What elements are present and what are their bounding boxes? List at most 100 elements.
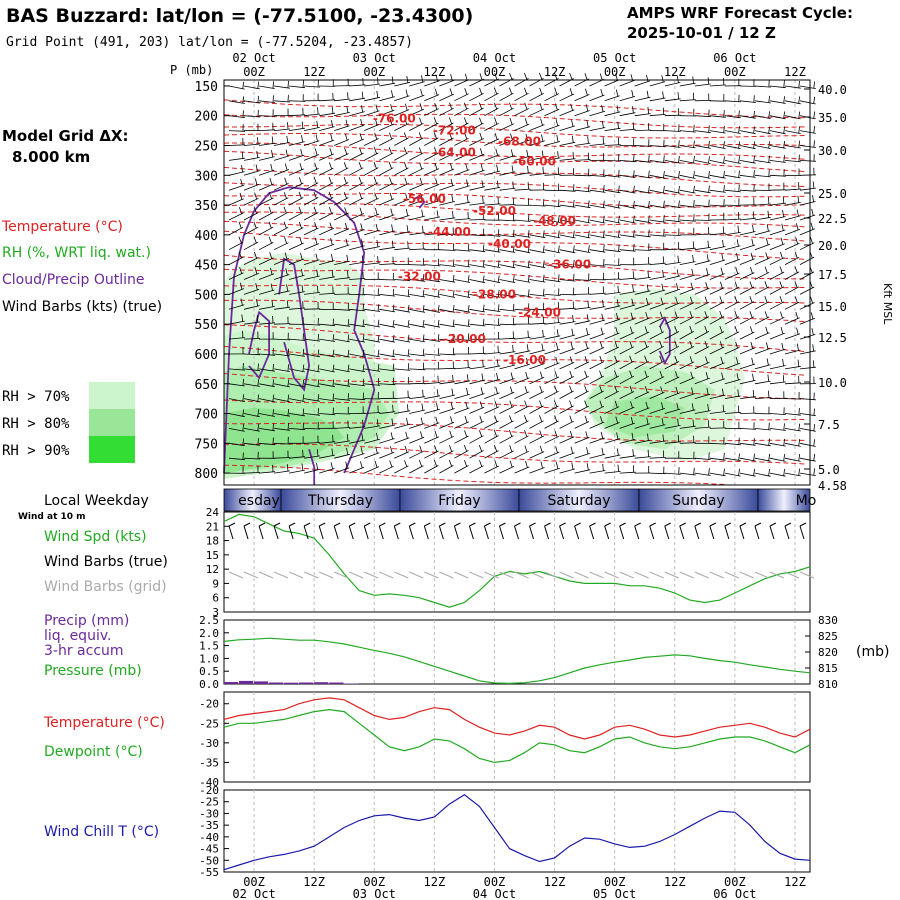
wind-barb-shaft	[484, 92, 499, 102]
wind-barb-shaft	[469, 169, 485, 176]
wind-barb-shaft	[484, 365, 501, 370]
wind-barb-shaft	[724, 145, 741, 150]
wind-barb-shaft	[334, 197, 349, 206]
wind-barb-shaft	[274, 383, 290, 388]
wind-barb-flag	[497, 345, 499, 353]
surface-wind-barb-grid	[303, 571, 319, 579]
wind-barb-shaft	[679, 302, 695, 310]
wind-barb-flag	[569, 356, 573, 364]
wind-barb-shaft	[304, 292, 321, 295]
wind-barb-shaft	[319, 126, 335, 131]
wind-barb-shaft	[439, 308, 456, 313]
wind-barb-shaft	[379, 263, 396, 265]
wind-barb-shaft	[679, 316, 695, 325]
surface-wind-barb-grid	[288, 571, 304, 579]
wind-barb-flag	[569, 430, 573, 438]
wind-barb-flag	[813, 111, 816, 119]
wind-barb-shaft	[619, 406, 635, 414]
wind-barb-shaft	[589, 375, 604, 385]
wind-barb-shaft	[379, 96, 395, 102]
precip-bar	[269, 682, 284, 684]
wind-barb-flag	[586, 463, 589, 471]
wind-barb-flag	[618, 215, 620, 223]
wind-barb-shaft	[484, 308, 501, 312]
wind-barb-shaft	[784, 365, 801, 370]
wind-barb-shaft	[469, 219, 486, 221]
wind-barb-shaft	[319, 243, 335, 251]
wind-barb-flag	[392, 349, 395, 357]
surface-wind-barb-flag	[273, 522, 281, 527]
wind-barb-shaft	[739, 472, 756, 477]
wind-barb-shaft	[469, 379, 486, 385]
wind-barb-flag	[765, 326, 769, 334]
wind-barb-shaft	[288, 154, 305, 161]
wind-barb-shaft	[694, 160, 711, 164]
wind-barb-shaft	[304, 398, 320, 402]
wind-barb-flag	[768, 126, 770, 134]
wind-barb-flag	[782, 210, 784, 218]
wind-barb-flag	[434, 162, 438, 170]
wind-barb-shaft	[303, 243, 320, 251]
wind-barb-flag	[253, 236, 257, 244]
wind-barb-flag	[753, 110, 755, 119]
wind-barb-shaft	[694, 377, 710, 385]
wind-barb-flag	[719, 296, 723, 303]
wind-barb-shaft	[304, 85, 321, 88]
wind-barb-flag	[257, 363, 259, 371]
wind-barb-shaft	[544, 124, 560, 131]
wind-barb-flag	[286, 284, 289, 292]
wind-barb-flag	[569, 370, 573, 378]
wind-barb-shaft	[649, 219, 666, 223]
wind-barb-shaft	[303, 212, 319, 221]
precip-bar	[299, 682, 314, 684]
wind-barb-flag	[391, 224, 394, 232]
wind-barb-shaft	[649, 262, 666, 265]
wind-barb-flag	[362, 378, 365, 386]
wind-barb-flag	[389, 460, 393, 468]
surface-wind-barb-grid	[574, 571, 589, 579]
wind-barb-flag	[554, 103, 558, 111]
wind-barb-flag	[660, 297, 664, 305]
surface-wind-barb-true	[664, 525, 670, 540]
wind-barb-shaft	[243, 368, 260, 372]
wind-barb-flag	[422, 305, 425, 313]
wind-barb-flag	[678, 155, 680, 163]
wind-barb-flag	[693, 185, 695, 193]
temperature-contour	[223, 268, 806, 289]
wind-barb-flag	[418, 132, 422, 139]
wind-barb-flag	[345, 238, 348, 246]
wind-barb-flag	[539, 385, 543, 393]
wind-barb-shaft	[589, 470, 606, 474]
wind-barb-flag	[497, 244, 500, 252]
wind-barb-shaft	[469, 338, 486, 341]
wind-barb-flag	[644, 340, 648, 348]
surface-wind-barb-flag	[394, 522, 401, 527]
wind-barb-flag	[284, 236, 288, 244]
wind-barb-shaft	[424, 408, 440, 414]
wind-barb-shaft	[679, 361, 695, 370]
wind-barb-flag	[693, 467, 695, 475]
wind-barb-flag	[781, 223, 784, 231]
wind-barb-shaft	[664, 425, 681, 429]
temperature-dewpoint-panel: -40-35-30-25-20	[199, 691, 811, 789]
wind-barb-shaft	[679, 393, 696, 399]
wind-barb-flag	[693, 200, 695, 208]
wind-barb-flag	[719, 341, 723, 348]
wind-barb-flag	[494, 415, 498, 423]
wind-barb-shaft	[349, 197, 364, 206]
wind-barb-flag	[707, 420, 710, 428]
wind-barb-flag	[437, 305, 440, 313]
wind-barb-shaft	[784, 398, 802, 400]
wind-barb-flag	[407, 289, 410, 297]
wind-barb-shaft	[334, 440, 351, 444]
wind-barb-shaft	[243, 428, 260, 432]
wind-barb-shaft	[634, 113, 651, 117]
wind-barb-flag	[497, 304, 500, 312]
wind-barb-shaft	[694, 410, 711, 414]
wind-barb-shaft	[288, 258, 305, 265]
wind-barb-shaft	[769, 348, 786, 355]
wind-barb-flag	[798, 468, 800, 476]
wind-barb-flag	[661, 402, 664, 410]
top-hour-tick: 00Z	[243, 65, 265, 79]
